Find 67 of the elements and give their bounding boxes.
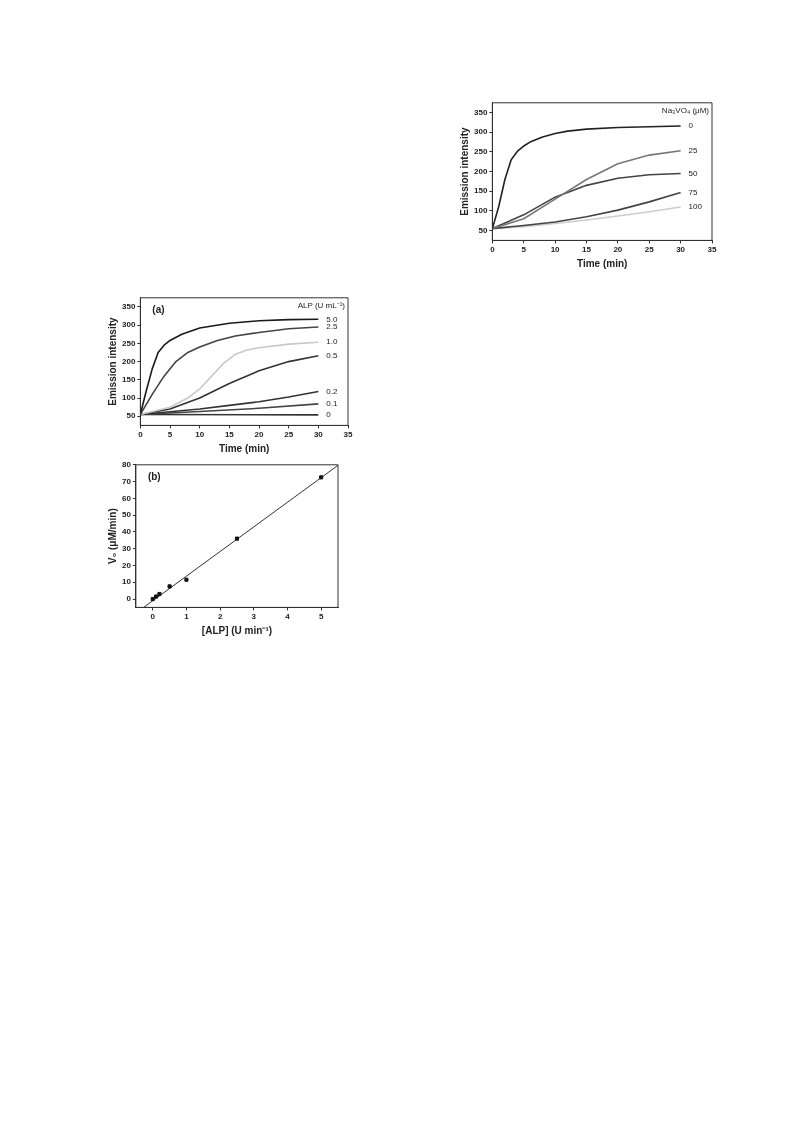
y-axis-title: Emission intensity — [458, 126, 470, 216]
x-tick-label: 15 — [582, 245, 592, 255]
x-tick-label: 4 — [285, 612, 291, 622]
series-label: 0.5 — [326, 350, 339, 360]
y-tick-label: 150 — [121, 375, 136, 385]
x-tick-label: 2 — [217, 612, 223, 622]
legend-title: Na₃VO₄ (μM) — [661, 106, 710, 115]
x-tick-label: 30 — [313, 430, 324, 440]
y-tick-label: 300 — [473, 127, 488, 137]
x-tick-label: 10 — [550, 245, 561, 255]
y-tick-label: 80 — [121, 460, 132, 469]
series-label: 100 — [688, 202, 703, 212]
y-tick-label: 30 — [121, 543, 132, 553]
series-label: 5.0 — [326, 314, 339, 324]
series-label: 0.2 — [326, 386, 339, 396]
x-tick-label: 10 — [195, 430, 205, 440]
y-tick-label: 50 — [121, 510, 132, 520]
y-tick-label: 350 — [473, 107, 488, 117]
y-tick-label: 0 — [126, 594, 132, 604]
x-tick-label: 25 — [644, 245, 655, 255]
x-tick-label: 0 — [138, 430, 144, 440]
annotation: (b) — [147, 470, 161, 482]
y-axis-title: Emission intensity — [106, 316, 118, 406]
series-label: 75 — [688, 187, 699, 197]
series-label: 0 — [326, 410, 332, 420]
y-tick-label: 60 — [121, 493, 132, 503]
series-label: 0.1 — [326, 399, 339, 409]
y-tick-label: 150 — [473, 186, 488, 196]
x-axis-title: [ALP] (U min⁻¹) — [201, 624, 273, 636]
x-tick-label: 15 — [224, 430, 235, 440]
series-label: 50 — [688, 168, 699, 178]
x-tick-label: 5 — [521, 245, 527, 255]
y-tick-label: 40 — [121, 527, 132, 537]
x-tick-label: 35 — [707, 245, 717, 255]
x-tick-label: 0 — [150, 612, 156, 622]
y-tick-label: 50 — [478, 225, 488, 235]
y-tick-label: 200 — [473, 166, 488, 176]
y-tick-label: 100 — [473, 206, 488, 216]
x-axis-title: Time (min) — [218, 442, 270, 454]
y-tick-label: 50 — [126, 411, 136, 421]
x-tick-label: 30 — [676, 245, 686, 255]
x-tick-label: 25 — [284, 430, 294, 440]
series-label: 2.5 — [326, 322, 339, 332]
y-tick-label: 250 — [121, 338, 136, 348]
y-tick-label: 200 — [121, 356, 136, 366]
y-tick-label: 350 — [121, 302, 136, 312]
x-tick-label: 35 — [343, 430, 353, 440]
x-axis-title: Time (min) — [576, 257, 628, 269]
x-tick-label: 1 — [184, 612, 190, 622]
y-axis-title: V₀ (μM/min) — [106, 508, 118, 564]
y-tick-label: 10 — [121, 577, 132, 587]
y-tick-label: 300 — [121, 320, 136, 330]
y-tick-label: 250 — [473, 147, 488, 157]
annotation: (a) — [152, 303, 165, 315]
legend-title: ALP (U mL⁻¹) — [297, 301, 346, 310]
x-tick-label: 5 — [167, 430, 173, 440]
y-tick-label: 70 — [121, 476, 132, 486]
series-label: 1.0 — [326, 337, 339, 347]
x-tick-label: 20 — [613, 245, 623, 255]
series-label: 0 — [688, 121, 694, 131]
x-tick-label: 5 — [318, 612, 324, 622]
y-tick-label: 20 — [121, 560, 132, 570]
x-tick-label: 0 — [490, 245, 496, 255]
y-tick-label: 100 — [121, 393, 136, 403]
x-tick-label: 20 — [254, 430, 264, 440]
series-label: 25 — [688, 145, 699, 155]
x-tick-label: 3 — [251, 612, 257, 622]
